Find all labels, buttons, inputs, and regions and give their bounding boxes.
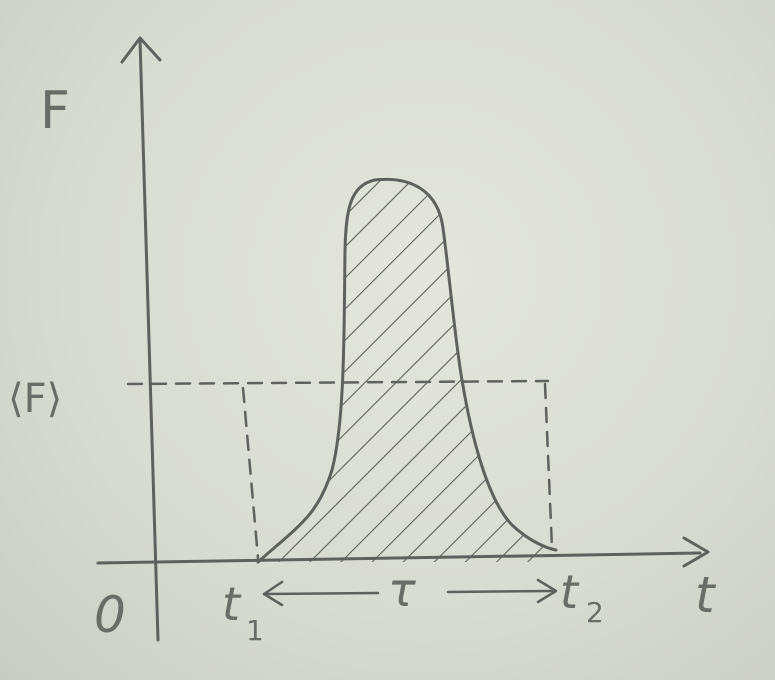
mean-force-line bbox=[126, 379, 550, 386]
impulse-hatched-area bbox=[258, 179, 556, 562]
t2-dashed-line bbox=[543, 382, 554, 550]
t1-dashed-line bbox=[241, 386, 260, 560]
y-axis-label: F bbox=[40, 81, 70, 141]
force-pulse-curve bbox=[256, 177, 558, 564]
arrow-up-icon bbox=[120, 36, 162, 64]
t2-label: t bbox=[560, 565, 580, 619]
origin-label: 0 bbox=[94, 586, 126, 644]
duration-label: τ bbox=[388, 563, 416, 617]
double-arrow-icon bbox=[262, 578, 558, 607]
y-axis bbox=[138, 38, 160, 642]
arrow-right-icon bbox=[682, 536, 710, 568]
t1-label: t bbox=[222, 577, 242, 631]
t1-subscript: 1 bbox=[246, 614, 264, 647]
t2-subscript: 2 bbox=[586, 596, 604, 629]
mean-force-label: ⟨F⟩ bbox=[8, 376, 62, 422]
x-axis-label: t bbox=[695, 566, 717, 624]
